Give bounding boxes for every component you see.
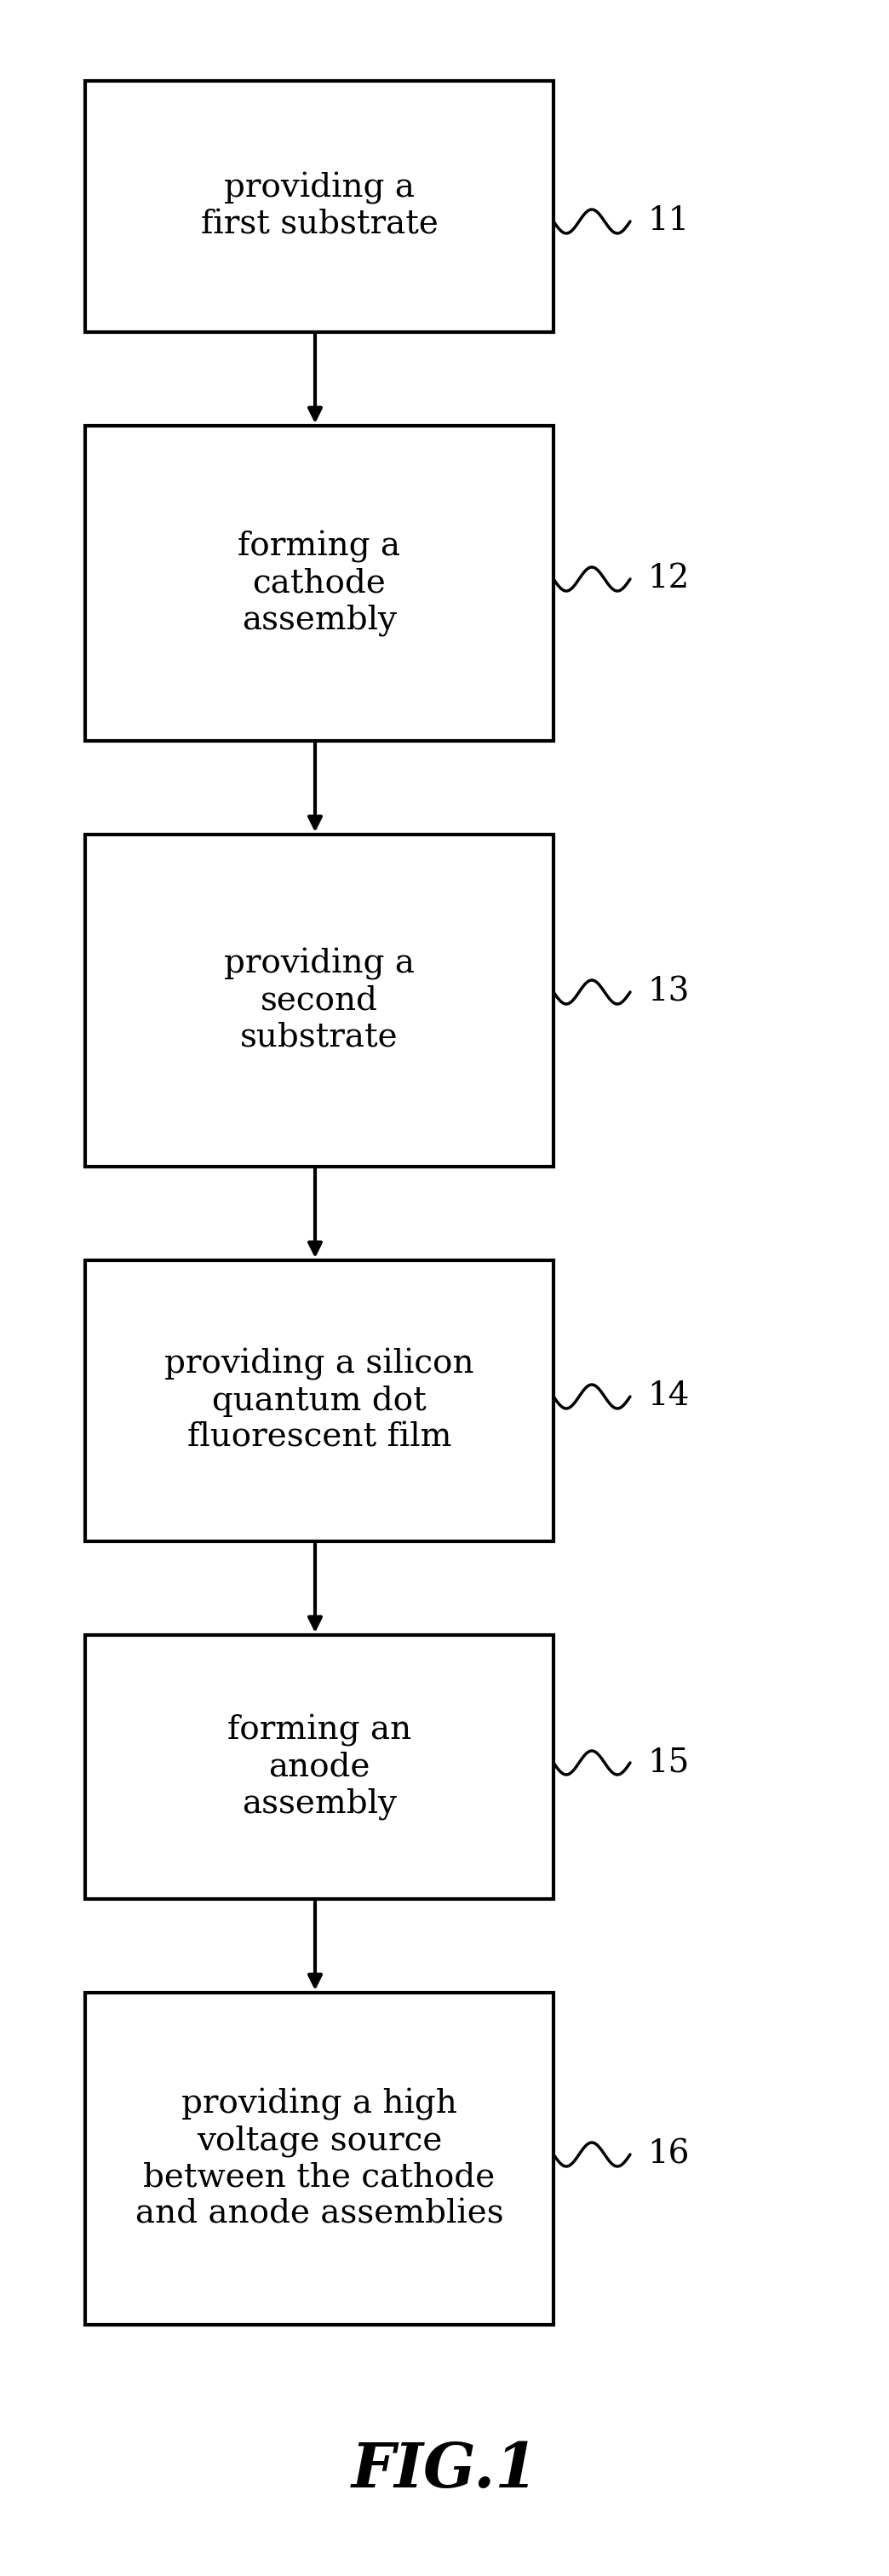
Bar (85, 1636, 554, 1899)
Bar (85, 835, 554, 1167)
Bar (85, 425, 554, 742)
Text: 15: 15 (647, 1747, 689, 1777)
Text: providing a silicon
quantum dot
fluorescent film: providing a silicon quantum dot fluoresc… (164, 1347, 474, 1453)
Bar (85, 80, 554, 332)
Text: 16: 16 (647, 2138, 689, 2169)
Bar (85, 1260, 554, 1540)
Text: forming a
cathode
assembly: forming a cathode assembly (238, 531, 401, 636)
Text: 13: 13 (647, 976, 689, 1007)
Text: 11: 11 (647, 206, 689, 237)
Text: providing a
second
substrate: providing a second substrate (224, 948, 414, 1054)
Text: providing a high
voltage source
between the cathode
and anode assemblies: providing a high voltage source between … (135, 2087, 503, 2231)
Bar (85, 1994, 554, 2324)
Text: forming an
anode
assembly: forming an anode assembly (228, 1713, 412, 1819)
Text: 14: 14 (647, 1381, 689, 1412)
Text: FIG.1: FIG.1 (351, 2439, 538, 2499)
Text: providing a
first substrate: providing a first substrate (201, 173, 438, 242)
Text: 12: 12 (647, 564, 689, 595)
